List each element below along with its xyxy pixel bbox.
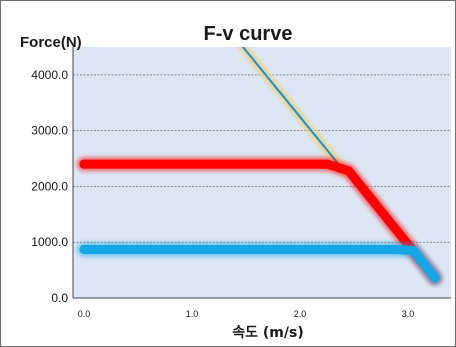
series-1 xyxy=(77,157,442,285)
data-point xyxy=(392,244,402,254)
series-line xyxy=(79,159,440,283)
plot-area xyxy=(73,47,451,298)
data-point xyxy=(79,244,89,254)
x-tick-label: 1.0 xyxy=(186,309,199,319)
series-2 xyxy=(77,242,442,285)
x-tick-label: 3.0 xyxy=(402,309,415,319)
axes xyxy=(72,47,451,299)
x-tick-label: 0.0 xyxy=(78,309,91,319)
y-tick-label: 1000.0 xyxy=(31,235,68,249)
y-tick-label: 3000.0 xyxy=(31,124,68,138)
chart-title: F-v curve xyxy=(204,23,293,45)
y-tick-label: 2000.0 xyxy=(31,179,68,193)
y-axis-label: Force(N) xyxy=(20,34,82,51)
x-tick-labels: 0.0 1.0 2.0 3.0 xyxy=(78,309,415,319)
y-tick-label: 0.0 xyxy=(51,291,68,305)
x-tick-label: 2.0 xyxy=(294,309,307,319)
series-line xyxy=(241,47,347,174)
y-tick-label: 4000.0 xyxy=(31,68,68,82)
data-point xyxy=(344,166,354,176)
y-tick-labels: 0.0 1000.0 2000.0 3000.0 4000.0 xyxy=(31,68,68,305)
data-point xyxy=(430,273,440,283)
series-line xyxy=(79,244,440,283)
x-axis-label: 속도 (m/s) xyxy=(232,325,303,341)
series-layer xyxy=(77,47,442,285)
data-point xyxy=(322,159,332,169)
data-point xyxy=(79,159,89,169)
data-point xyxy=(408,246,418,256)
